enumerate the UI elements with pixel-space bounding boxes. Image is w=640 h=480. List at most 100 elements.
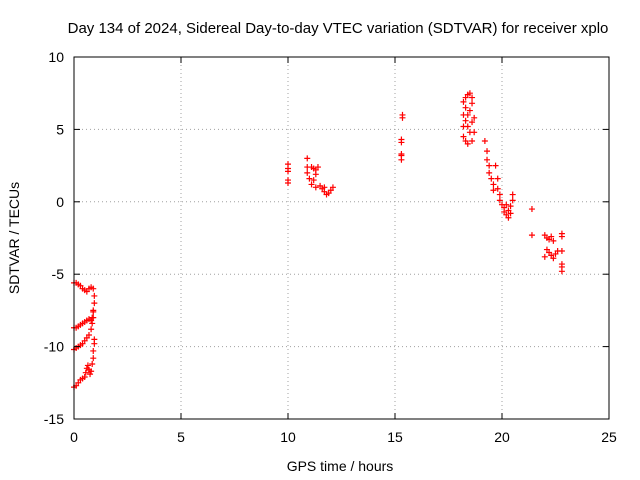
data-point bbox=[462, 117, 469, 124]
data-point bbox=[558, 233, 565, 240]
data-point bbox=[398, 139, 405, 146]
data-point bbox=[469, 119, 476, 126]
data-point bbox=[541, 253, 548, 260]
data-point bbox=[304, 155, 311, 162]
data-point bbox=[85, 332, 92, 339]
y-tick-label: -15 bbox=[44, 411, 64, 427]
data-point bbox=[469, 100, 476, 107]
data-point bbox=[484, 156, 491, 163]
data-point bbox=[399, 114, 406, 121]
data-point bbox=[528, 232, 535, 239]
x-tick-label: 20 bbox=[494, 429, 510, 445]
data-point bbox=[466, 90, 473, 97]
y-tick-label: 10 bbox=[48, 49, 64, 65]
data-point bbox=[312, 171, 319, 178]
y-axis-label: SDTVAR / TECUs bbox=[6, 182, 22, 294]
data-point bbox=[550, 255, 557, 262]
data-point bbox=[285, 179, 291, 186]
data-point bbox=[496, 197, 503, 204]
data-point bbox=[88, 368, 95, 375]
data-point bbox=[469, 94, 476, 101]
data-points bbox=[71, 90, 565, 391]
data-point bbox=[460, 133, 467, 140]
data-point bbox=[304, 169, 311, 176]
x-tick-label: 5 bbox=[177, 429, 185, 445]
data-point bbox=[314, 164, 321, 171]
data-point bbox=[460, 123, 467, 130]
data-point bbox=[91, 300, 98, 307]
data-point bbox=[494, 185, 501, 192]
x-tick-label: 25 bbox=[601, 429, 617, 445]
data-point bbox=[285, 168, 291, 175]
data-point bbox=[91, 292, 98, 299]
data-point bbox=[310, 177, 317, 184]
data-point bbox=[507, 203, 514, 210]
data-point bbox=[484, 148, 491, 155]
y-tick-label: -10 bbox=[44, 339, 64, 355]
data-point bbox=[81, 374, 88, 381]
data-point bbox=[509, 191, 516, 198]
x-tick-label: 10 bbox=[280, 429, 296, 445]
data-point bbox=[505, 214, 512, 221]
data-point bbox=[464, 140, 471, 147]
data-point bbox=[481, 137, 488, 144]
data-point bbox=[503, 201, 510, 208]
data-point bbox=[471, 129, 478, 136]
data-point bbox=[329, 184, 336, 191]
data-point bbox=[321, 184, 328, 191]
y-tick-label: 5 bbox=[56, 121, 64, 137]
data-point bbox=[550, 237, 557, 244]
x-tick-label: 0 bbox=[70, 429, 78, 445]
data-point bbox=[84, 362, 91, 369]
data-point bbox=[89, 360, 96, 367]
data-point bbox=[460, 98, 467, 105]
data-point bbox=[471, 114, 478, 121]
data-point bbox=[548, 233, 555, 240]
data-point bbox=[509, 197, 516, 204]
data-point bbox=[490, 181, 497, 188]
data-point bbox=[490, 187, 497, 194]
data-point bbox=[466, 107, 473, 114]
data-point bbox=[462, 104, 469, 111]
data-point bbox=[496, 191, 503, 198]
series-hour-15-arc bbox=[398, 111, 406, 163]
data-point bbox=[488, 175, 495, 182]
data-point bbox=[464, 111, 471, 118]
plot-frame bbox=[73, 56, 610, 420]
grid-lines bbox=[74, 57, 609, 419]
data-point bbox=[558, 248, 565, 255]
data-point bbox=[528, 206, 535, 213]
data-point bbox=[507, 210, 514, 217]
y-tick-labels: -15 -10 -5 0 5 10 bbox=[44, 49, 64, 427]
series-hour-18-arc bbox=[460, 90, 516, 221]
data-point bbox=[87, 371, 94, 378]
data-point bbox=[492, 162, 499, 169]
series-early-arc-upper bbox=[71, 279, 98, 331]
data-point bbox=[486, 162, 493, 169]
data-point bbox=[90, 347, 97, 354]
data-point bbox=[89, 320, 96, 327]
data-point bbox=[82, 369, 89, 376]
data-point bbox=[558, 268, 565, 275]
y-tick-label: 0 bbox=[56, 194, 64, 210]
data-point bbox=[494, 175, 501, 182]
data-point bbox=[90, 308, 97, 315]
data-point bbox=[308, 181, 315, 188]
x-axis-label: GPS time / hours bbox=[287, 458, 394, 474]
data-point bbox=[486, 169, 493, 176]
data-point bbox=[90, 285, 97, 292]
data-point bbox=[398, 156, 405, 163]
series-late-arc bbox=[528, 206, 565, 275]
x-tick-labels: 0 5 10 15 20 25 bbox=[70, 429, 617, 445]
data-point bbox=[91, 336, 98, 343]
y-tick-label: -5 bbox=[52, 266, 65, 282]
data-point bbox=[312, 184, 319, 191]
data-point bbox=[90, 314, 97, 321]
x-tick-label: 15 bbox=[387, 429, 403, 445]
data-point bbox=[90, 355, 97, 362]
data-point bbox=[88, 326, 95, 333]
chart-title: Day 134 of 2024, Sidereal Day-to-day VTE… bbox=[68, 20, 609, 37]
series-hour-10-arc bbox=[285, 155, 336, 198]
